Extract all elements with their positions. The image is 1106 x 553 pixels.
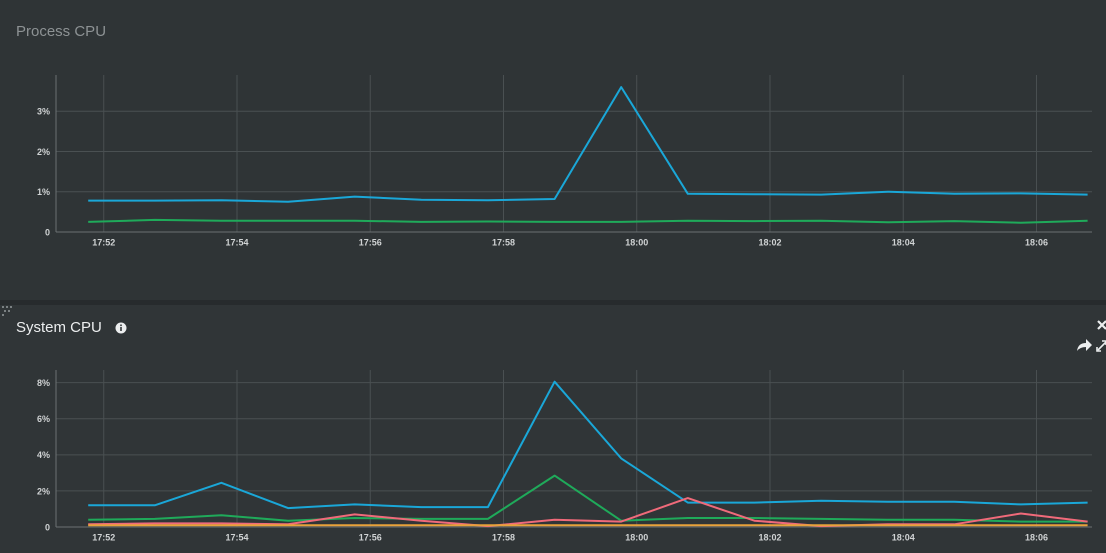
x-tick-label: 17:52 [92,237,115,247]
close-icon[interactable] [1097,320,1106,330]
x-tick-label: 18:02 [758,237,781,247]
panel-title: System CPU [16,319,102,336]
y-tick-label: 8% [37,378,50,388]
resize-handle[interactable] [2,306,12,316]
x-tick-label: 17:56 [359,532,382,542]
y-tick-label: 6% [37,414,50,424]
panel [0,0,1106,300]
info-icon[interactable] [115,322,127,334]
x-tick-label: 18:00 [625,532,648,542]
expand-icon[interactable] [1096,340,1106,352]
x-tick-label: 18:06 [1025,237,1048,247]
series-line [88,218,1088,224]
y-tick-label: 0 [45,522,50,532]
series-line [88,474,1088,523]
share-icon[interactable] [1077,339,1092,351]
x-tick-label: 17:58 [492,532,515,542]
y-tick-label: 3% [37,107,50,117]
x-tick-label: 18:00 [625,237,648,247]
panel [0,305,1106,553]
y-tick-label: 1% [37,187,50,197]
x-tick-label: 17:54 [225,532,248,542]
panel-separator [0,300,1106,305]
series-line [88,380,1088,510]
y-tick-label: 2% [37,147,50,157]
panel-title: Process CPU [16,23,106,40]
x-tick-label: 17:58 [492,237,515,247]
x-tick-label: 17:52 [92,532,115,542]
x-tick-label: 18:02 [758,532,781,542]
x-tick-label: 18:06 [1025,532,1048,542]
x-tick-label: 18:04 [892,237,915,247]
x-tick-label: 17:54 [225,237,248,247]
series-line [88,86,1088,203]
x-tick-label: 18:04 [892,532,915,542]
x-tick-label: 17:56 [359,237,382,247]
y-tick-label: 2% [37,486,50,496]
y-tick-label: 4% [37,450,50,460]
y-tick-label: 0 [45,227,50,237]
